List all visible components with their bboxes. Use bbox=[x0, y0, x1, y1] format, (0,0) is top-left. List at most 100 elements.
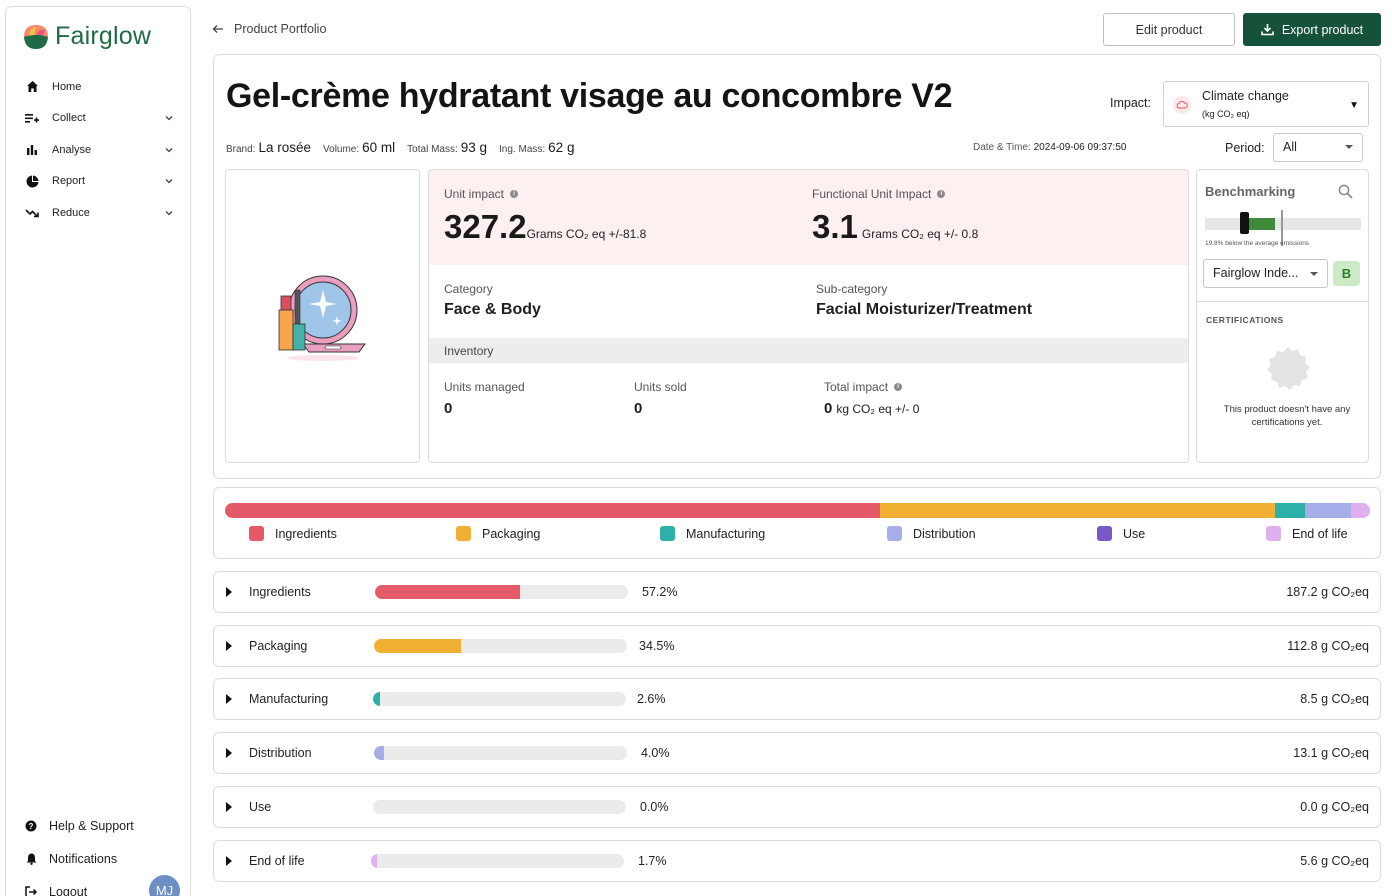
sidebar-nav: Home Collect Analyse Report Reduce bbox=[6, 71, 190, 229]
benchmark-index-value: Fairglow Inde... bbox=[1213, 266, 1299, 280]
chevron-down-icon bbox=[165, 147, 173, 153]
stack-segment-distribution bbox=[1304, 503, 1351, 518]
breakdown-row-packaging[interactable]: Packaging 34.5% 112.8 g CO₂eq bbox=[213, 625, 1381, 667]
stack-segment-manufacturing bbox=[1274, 503, 1305, 518]
impact-info-panel: Unit impact i 327.2 Grams CO₂ eq +/-81.8… bbox=[428, 169, 1189, 463]
breakdown-row-end-of-life[interactable]: End of life 1.7% 5.6 g CO₂eq bbox=[213, 840, 1381, 882]
expand-caret-icon[interactable] bbox=[226, 748, 232, 758]
row-label: Manufacturing bbox=[249, 692, 329, 706]
help-support-label: Help & Support bbox=[49, 818, 134, 833]
benchmark-note: 19.8% below the average emissions bbox=[1205, 240, 1310, 247]
sidebar-item-home[interactable]: Home bbox=[6, 71, 190, 103]
unit-impact-label: Unit impact i bbox=[444, 187, 519, 201]
expand-caret-icon[interactable] bbox=[226, 694, 232, 704]
legend-swatch bbox=[456, 526, 471, 541]
help-support-link[interactable]: ? Help & Support bbox=[6, 809, 190, 842]
legend: Ingredients Packaging Manufacturing Dist… bbox=[214, 526, 1380, 544]
logout-label: Logout bbox=[49, 884, 88, 896]
legend-item-manufacturing: Manufacturing bbox=[660, 526, 765, 541]
row-progress bbox=[374, 639, 627, 653]
product-title: Gel-crème hydratant visage au concombre … bbox=[226, 77, 953, 115]
expand-caret-icon[interactable] bbox=[226, 802, 232, 812]
breakdown-row-manufacturing[interactable]: Manufacturing 2.6% 8.5 g CO₂eq bbox=[213, 678, 1381, 720]
row-value: 8.5 g CO₂eq bbox=[1300, 692, 1369, 706]
category-value: Face & Body bbox=[444, 301, 541, 318]
row-progress bbox=[375, 585, 628, 599]
legend-swatch bbox=[1266, 526, 1281, 541]
info-icon[interactable]: i bbox=[894, 383, 903, 391]
collect-icon bbox=[25, 111, 39, 125]
row-percent: 0.0% bbox=[640, 800, 669, 814]
legend-swatch bbox=[249, 526, 264, 541]
reduce-icon bbox=[25, 206, 39, 220]
row-label: Use bbox=[249, 800, 272, 814]
bell-icon bbox=[24, 852, 38, 866]
legend-label: End of life bbox=[1292, 526, 1348, 541]
row-percent: 57.2% bbox=[642, 585, 678, 599]
impact-selected: Climate change bbox=[1202, 89, 1289, 103]
breakdown-row-distribution[interactable]: Distribution 4.0% 13.1 g CO₂eq bbox=[213, 732, 1381, 774]
legend-label: Distribution bbox=[913, 526, 976, 541]
row-progress bbox=[374, 746, 627, 760]
row-percent: 1.7% bbox=[638, 854, 667, 868]
sidebar-item-analyse[interactable]: Analyse bbox=[6, 134, 190, 166]
info-icon[interactable]: i bbox=[937, 190, 946, 198]
datetime-value: 2024-09-06 09:37:50 bbox=[1033, 142, 1127, 153]
period-label: Period: bbox=[1225, 141, 1265, 155]
volume-value: 60 ml bbox=[362, 140, 396, 155]
sidebar-item-report[interactable]: Report bbox=[6, 166, 190, 198]
benchmarking-title: Benchmarking bbox=[1205, 184, 1296, 199]
row-value: 5.6 g CO₂eq bbox=[1300, 854, 1369, 868]
search-icon[interactable] bbox=[1338, 184, 1353, 199]
expand-caret-icon[interactable] bbox=[226, 587, 232, 597]
row-percent: 34.5% bbox=[639, 639, 675, 653]
units-managed-value: 0 bbox=[444, 400, 453, 417]
unit-impact-label-text: Unit impact bbox=[444, 187, 505, 201]
period-select[interactable]: All bbox=[1273, 133, 1363, 162]
functional-impact-unit: Grams CO₂ eq +/- 0.8 bbox=[861, 227, 979, 241]
stack-segment-end-of-life bbox=[1350, 503, 1370, 518]
info-icon[interactable]: i bbox=[510, 190, 519, 198]
total-impact-label: Total impact i bbox=[824, 380, 903, 394]
row-progress bbox=[373, 800, 626, 814]
breakdown-row-ingredients[interactable]: Ingredients 57.2% 187.2 g CO₂eq bbox=[213, 571, 1381, 613]
period-value: All bbox=[1283, 140, 1297, 154]
logo[interactable]: Fairglow bbox=[21, 21, 151, 51]
legend-label: Manufacturing bbox=[686, 526, 766, 541]
subcategory-value: Facial Moisturizer/Treatment bbox=[816, 301, 1033, 318]
benchmark-marker bbox=[1240, 212, 1249, 234]
row-label: Distribution bbox=[249, 746, 312, 760]
svg-text:?: ? bbox=[29, 822, 34, 831]
avatar[interactable]: MJ bbox=[149, 875, 180, 896]
arrow-left-icon bbox=[212, 25, 223, 33]
sidebar-item-label: Home bbox=[52, 80, 82, 93]
notifications-link[interactable]: Notifications bbox=[6, 842, 190, 875]
expand-caret-icon[interactable] bbox=[226, 641, 232, 651]
chevron-down-icon bbox=[165, 179, 173, 184]
sidebar-item-collect[interactable]: Collect bbox=[6, 103, 190, 135]
unit-impact-unit: Grams CO₂ eq +/-81.8 bbox=[526, 227, 647, 241]
impact-distribution: Ingredients Packaging Manufacturing Dist… bbox=[213, 487, 1381, 559]
legend-label: Use bbox=[1123, 526, 1146, 541]
caret-down-icon bbox=[1310, 272, 1318, 276]
expand-caret-icon[interactable] bbox=[226, 856, 232, 866]
inventory-header: Inventory bbox=[429, 338, 1188, 363]
functional-impact: 3.1 Grams CO₂ eq +/- 0.8 bbox=[812, 208, 978, 246]
export-product-button[interactable]: Export product bbox=[1243, 13, 1381, 46]
legend-item-end-of-life: End of life bbox=[1266, 526, 1348, 541]
breakdown-row-use[interactable]: Use 0.0% 0.0 g CO₂eq bbox=[213, 786, 1381, 828]
logout-link[interactable]: Logout bbox=[6, 875, 190, 896]
sidebar-item-reduce[interactable]: Reduce bbox=[6, 197, 190, 229]
breadcrumb-back[interactable]: Product Portfolio bbox=[212, 22, 326, 36]
category-label: Category bbox=[444, 282, 493, 296]
ing-mass-value: 62 g bbox=[548, 140, 575, 155]
sidebar: Fairglow Home Collect Analyse Report Red… bbox=[5, 6, 191, 896]
impact-select[interactable]: Climate change (kg CO₂ eq) ▼ bbox=[1163, 81, 1369, 127]
product-image bbox=[225, 169, 420, 463]
edit-product-button[interactable]: Edit product bbox=[1103, 13, 1235, 46]
datetime-label: Date & Time: bbox=[973, 142, 1031, 153]
legend-item-use: Use bbox=[1097, 526, 1145, 541]
row-progress bbox=[373, 692, 626, 706]
total-impact-value: 0 bbox=[824, 400, 833, 417]
benchmark-index-select[interactable]: Fairglow Inde... bbox=[1203, 259, 1328, 288]
